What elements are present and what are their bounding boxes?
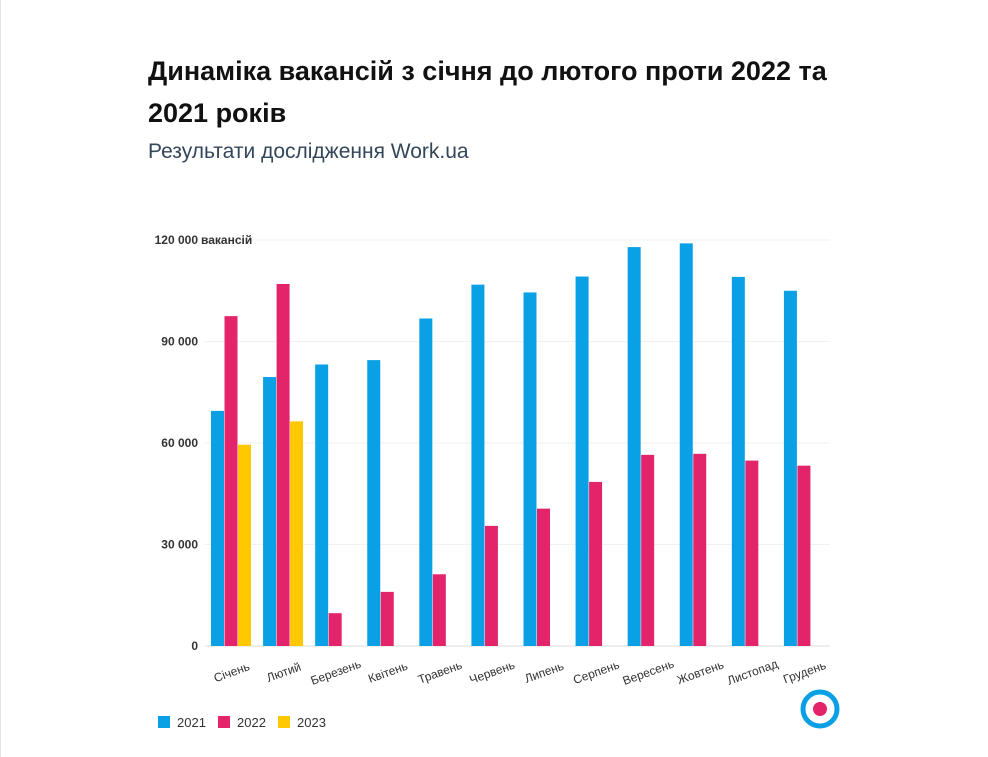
bar-2021: [731, 276, 745, 646]
legend-swatch: [218, 716, 230, 728]
bar-2022: [484, 525, 498, 646]
x-tick-label: Грудень: [781, 658, 828, 686]
bar-2022: [380, 591, 394, 646]
legend-label: 2023: [297, 715, 326, 730]
legend-label: 2022: [237, 715, 266, 730]
bar-2022: [797, 465, 811, 646]
chart-title: Динаміка вакансій з січня до лютого прот…: [148, 56, 827, 128]
y-tick-label: 30 000: [161, 538, 198, 552]
bar-2021: [783, 290, 797, 646]
page-border: [0, 0, 1, 757]
bar-2022: [432, 574, 446, 646]
x-tick-label: Липень: [523, 659, 566, 686]
legend-swatch: [278, 716, 290, 728]
bar-2021: [575, 276, 589, 646]
legend-label: 2021: [177, 715, 206, 730]
bar-2023: [290, 421, 304, 646]
bar-2022: [537, 508, 550, 646]
y-tick-label: 120 000: [155, 233, 199, 247]
y-tick-label: 60 000: [161, 436, 198, 450]
bar-2022: [276, 283, 290, 646]
bar-2021: [679, 243, 693, 646]
bar-2021: [419, 318, 433, 646]
bar-2022: [693, 453, 707, 646]
x-tick-label: Травень: [416, 658, 464, 687]
target-logo-icon: [800, 689, 840, 729]
bar-2021: [211, 410, 224, 646]
x-tick-label: Жовтень: [675, 657, 726, 687]
x-tick-label: Лютий: [265, 660, 303, 685]
x-tick-label: Червень: [468, 658, 517, 687]
bar-2022: [328, 613, 342, 646]
chart-subtitle: Результати дослідження Work.ua: [148, 140, 469, 163]
y-tick-label: 0: [191, 639, 198, 653]
bar-2022: [224, 316, 238, 646]
bar-2021: [627, 247, 641, 647]
bar-2021: [367, 360, 381, 646]
bar-2023: [238, 444, 251, 646]
legend-swatch: [158, 716, 170, 728]
x-tick-label: Серпень: [571, 657, 621, 687]
bar-2022: [589, 481, 603, 646]
bar-2022: [745, 460, 759, 646]
x-tick-label: Квітень: [366, 659, 409, 686]
bar-2021: [523, 292, 537, 646]
x-tick-label: Березень: [309, 657, 363, 688]
bar-2022: [641, 454, 655, 646]
y-tick-label: 90 000: [161, 335, 198, 349]
bar-2021: [315, 364, 329, 646]
x-tick-label: Січень: [212, 659, 252, 685]
bar-2021: [471, 284, 485, 646]
x-tick-label: Вересень: [621, 657, 676, 688]
bar-2021: [263, 377, 277, 646]
x-tick-label: Листопад: [725, 657, 779, 688]
y-axis-label: вакансій: [201, 233, 252, 247]
